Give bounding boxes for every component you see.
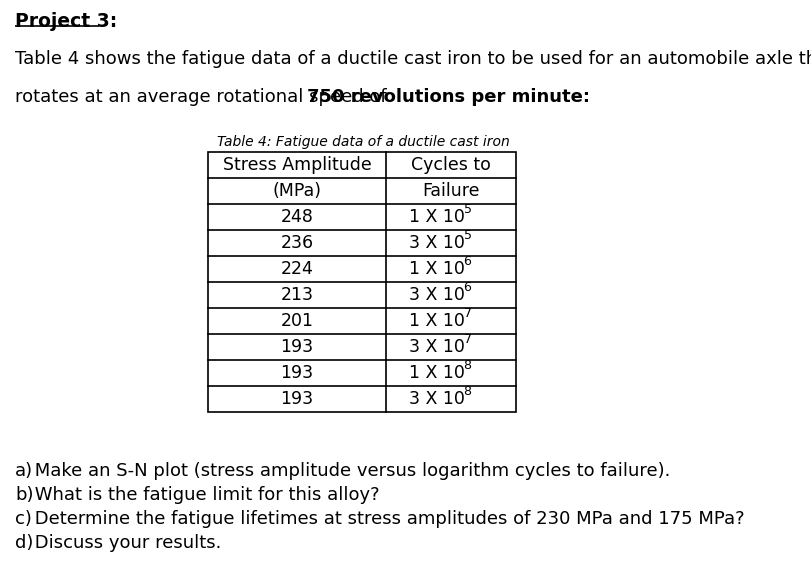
Text: a): a) — [15, 462, 33, 480]
Text: Stress Amplitude: Stress Amplitude — [222, 156, 371, 174]
Text: 6: 6 — [463, 255, 471, 268]
Text: rotates at an average rotational speed of: rotates at an average rotational speed o… — [15, 88, 392, 106]
Text: 6: 6 — [463, 281, 471, 294]
Text: 5: 5 — [463, 229, 471, 242]
Text: (MPa): (MPa) — [272, 182, 321, 200]
Text: 193: 193 — [280, 390, 313, 408]
Text: c): c) — [15, 510, 32, 528]
Text: 3 X 10: 3 X 10 — [409, 234, 465, 252]
Text: Discuss your results.: Discuss your results. — [29, 534, 221, 552]
Text: 3 X 10: 3 X 10 — [409, 286, 465, 304]
Bar — [208, 152, 515, 412]
Text: 213: 213 — [280, 286, 313, 304]
Text: 201: 201 — [280, 312, 313, 330]
Text: 8: 8 — [463, 385, 471, 398]
Text: Table 4 shows the fatigue data of a ductile cast iron to be used for an automobi: Table 4 shows the fatigue data of a duct… — [15, 50, 811, 68]
Text: Project 3:: Project 3: — [15, 12, 117, 31]
Text: What is the fatigue limit for this alloy?: What is the fatigue limit for this alloy… — [29, 486, 380, 504]
Text: Table 4: Fatigue data of a ductile cast iron: Table 4: Fatigue data of a ductile cast … — [217, 135, 508, 149]
Text: 1 X 10: 1 X 10 — [409, 364, 465, 382]
Text: d): d) — [15, 534, 33, 552]
Text: 236: 236 — [280, 234, 313, 252]
Text: 1 X 10: 1 X 10 — [409, 312, 465, 330]
Text: 5: 5 — [463, 203, 471, 216]
Text: 193: 193 — [280, 364, 313, 382]
Text: Make an S-N plot (stress amplitude versus logarithm cycles to failure).: Make an S-N plot (stress amplitude versu… — [29, 462, 670, 480]
Text: b): b) — [15, 486, 33, 504]
Text: 7: 7 — [463, 307, 471, 320]
Text: 224: 224 — [281, 260, 313, 278]
Text: Failure: Failure — [422, 182, 479, 200]
Text: 1 X 10: 1 X 10 — [409, 260, 465, 278]
Text: 3 X 10: 3 X 10 — [409, 390, 465, 408]
Text: 248: 248 — [281, 208, 313, 226]
Text: Determine the fatigue lifetimes at stress amplitudes of 230 MPa and 175 MPa?: Determine the fatigue lifetimes at stres… — [29, 510, 744, 528]
Text: 8: 8 — [463, 359, 471, 372]
Text: 7: 7 — [463, 333, 471, 346]
Text: 3 X 10: 3 X 10 — [409, 338, 465, 356]
Text: 750 revolutions per minute:: 750 revolutions per minute: — [307, 88, 590, 106]
Text: 1 X 10: 1 X 10 — [409, 208, 465, 226]
Text: Cycles to: Cycles to — [410, 156, 491, 174]
Text: 193: 193 — [280, 338, 313, 356]
